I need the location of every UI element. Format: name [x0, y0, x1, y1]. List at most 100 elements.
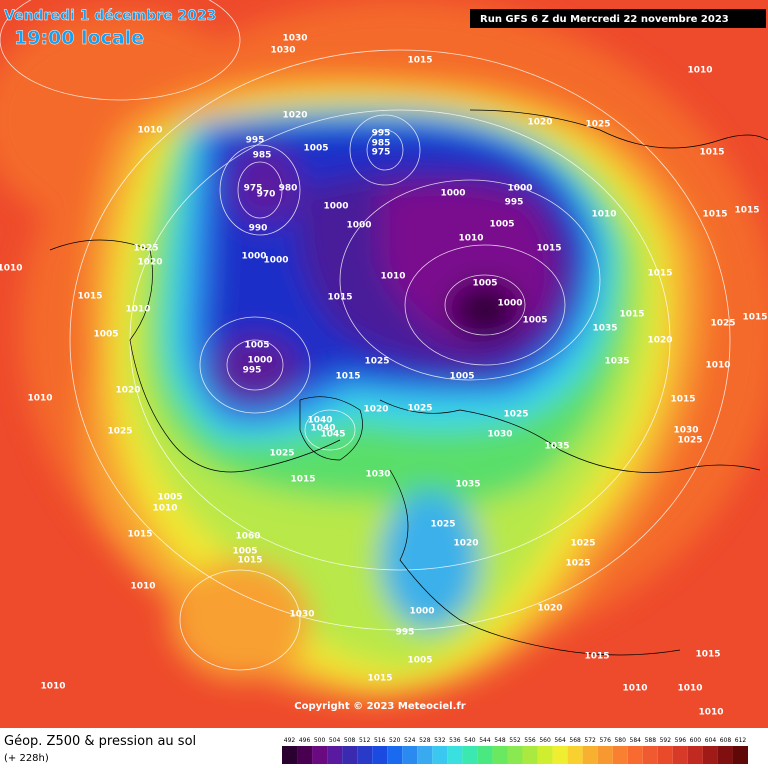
colorbar-swatch	[522, 746, 538, 764]
pressure-label: 1000	[323, 202, 348, 212]
colorbar-swatch	[627, 746, 643, 764]
colorbar: 492 496 500 504 508 512 516 520 524 528 532 536 540 5…	[282, 737, 748, 764]
colorbar-label: 560	[539, 737, 551, 744]
pressure-label: 1015	[702, 210, 727, 220]
pressure-label: 1030	[282, 34, 307, 44]
pressure-label: 1015	[335, 372, 360, 382]
pressure-label: 1040	[307, 416, 332, 426]
colorbar-swatch	[312, 746, 328, 764]
colorbar-label: 520	[389, 737, 401, 744]
pressure-label: 1020	[537, 604, 562, 614]
pressure-label: 1030	[270, 46, 295, 56]
pressure-label: 1010	[27, 394, 52, 404]
colorbar-label: 544	[479, 737, 491, 744]
colorbar-swatch	[357, 746, 373, 764]
pressure-label: 1030	[365, 470, 390, 480]
pressure-label: 1015	[290, 475, 315, 485]
colorbar-label: 496	[299, 737, 311, 744]
pressure-label: 1000	[247, 356, 272, 366]
colorbar-label: 556	[524, 737, 536, 744]
pressure-label: 1015	[584, 652, 609, 662]
pressure-label: 1010	[130, 582, 155, 592]
pressure-label: 1025	[107, 427, 132, 437]
colorbar-swatch	[717, 746, 733, 764]
pressure-label: 1015	[367, 674, 392, 684]
colorbar-swatch	[402, 746, 418, 764]
colorbar-swatch	[582, 746, 598, 764]
pressure-label: 1015	[77, 292, 102, 302]
pressure-label: 1035	[604, 357, 629, 367]
pressure-label: 1015	[127, 530, 152, 540]
colorbar-label: 564	[554, 737, 566, 744]
pressure-label: 970	[257, 190, 276, 200]
pressure-label: 1025	[364, 357, 389, 367]
pressure-label: 1035	[455, 480, 480, 490]
colorbar-swatch	[732, 746, 748, 764]
pressure-label: 1010	[698, 708, 723, 718]
pressure-label: 1000	[440, 189, 465, 199]
run-info: Run GFS 6 Z du Mercredi 22 novembre 2023	[480, 14, 729, 25]
pressure-label: 1025	[585, 120, 610, 130]
colorbar-label: 524	[404, 737, 416, 744]
colorbar-label: 536	[449, 737, 461, 744]
pressure-label: 980	[279, 184, 298, 194]
valid-date: Vendredi 1 décembre 2023	[4, 8, 216, 24]
pressure-label: 1005	[407, 656, 432, 666]
pressure-label: 1005	[157, 493, 182, 503]
pressure-label: 1030	[673, 426, 698, 436]
colorbar-label: 532	[434, 737, 446, 744]
pressure-label: 995	[396, 628, 415, 638]
colorbar-label: 540	[464, 737, 476, 744]
colorbar-label: 596	[675, 737, 687, 744]
pressure-label: 1025	[570, 539, 595, 549]
pressure-label: 975	[244, 184, 263, 194]
colorbar-swatch	[462, 746, 478, 764]
pressure-label: 1010	[622, 684, 647, 694]
pressure-label: 985	[372, 139, 391, 149]
pressure-label: 1020	[527, 118, 552, 128]
colorbar-label: 572	[584, 737, 596, 744]
pressure-label: 1005	[244, 341, 269, 351]
colorbar-swatch	[432, 746, 448, 764]
colorbar-swatch	[282, 746, 298, 764]
pressure-label: 1015	[407, 56, 432, 66]
colorbar-label: 516	[374, 737, 386, 744]
pressure-label: 1010	[687, 66, 712, 76]
pressure-label: 1015	[237, 556, 262, 566]
pressure-label: 995	[246, 136, 265, 146]
pressure-label: 1030	[487, 430, 512, 440]
pressure-label: 1000	[346, 221, 371, 231]
pressure-label: 1000	[507, 184, 532, 194]
pressure-label: 1015	[647, 269, 672, 279]
pressure-label: 1010	[152, 504, 177, 514]
colorbar-label: 604	[705, 737, 717, 744]
pressure-label: 1005	[303, 144, 328, 154]
colorbar-swatch	[477, 746, 493, 764]
colorbar-swatch	[642, 746, 658, 764]
colorbar-label: 528	[419, 737, 431, 744]
colorbar-swatch	[597, 746, 613, 764]
colorbar-label: 612	[735, 737, 747, 744]
lead-time: (+ 228h)	[4, 753, 49, 764]
colorbar-label: 504	[329, 737, 341, 744]
colorbar-label: 512	[359, 737, 371, 744]
pressure-label: 1010	[380, 272, 405, 282]
colorbar-label: 508	[344, 737, 356, 744]
pressure-label: 1015	[734, 206, 759, 216]
coastlines	[49, 109, 768, 656]
pressure-label: 995	[372, 129, 391, 139]
pressure-label: 990	[249, 224, 268, 234]
pressure-label: 1015	[699, 148, 724, 158]
colorbar-swatch	[687, 746, 703, 764]
colorbar-swatch	[372, 746, 388, 764]
pressure-label: 1030	[289, 610, 314, 620]
pressure-label: 1000	[409, 607, 434, 617]
pressure-label: 1045	[320, 430, 345, 440]
isobar-labels: 1030103010151010102010109959851005995985…	[0, 34, 768, 718]
colorbar-swatch	[417, 746, 433, 764]
colorbar-label: 576	[599, 737, 611, 744]
pressure-label: 1020	[453, 539, 478, 549]
pressure-label: 1005	[232, 547, 257, 557]
pressure-label: 1025	[565, 559, 590, 569]
